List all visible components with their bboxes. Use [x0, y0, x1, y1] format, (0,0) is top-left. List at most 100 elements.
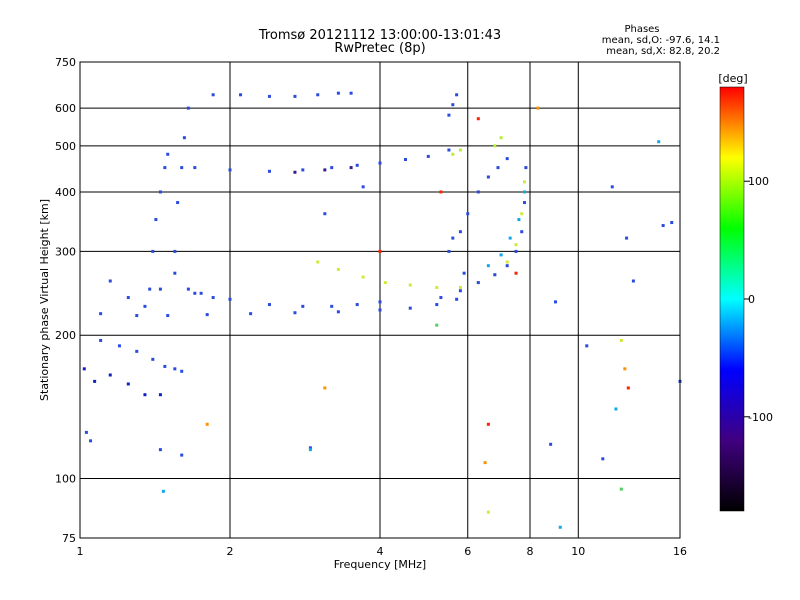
data-point	[293, 94, 297, 98]
data-point	[447, 249, 451, 253]
data-point	[82, 367, 86, 371]
colorbar-tick-label: -100	[748, 411, 773, 424]
data-point	[135, 314, 139, 318]
data-point	[486, 264, 490, 268]
data-point	[619, 338, 623, 342]
colorbar-ticks: 100 0 -100	[744, 175, 773, 424]
data-point	[458, 285, 462, 289]
data-point	[349, 166, 353, 170]
data-point	[670, 221, 674, 225]
data-point	[435, 303, 439, 307]
data-point	[661, 224, 665, 228]
data-point	[154, 218, 158, 222]
data-point	[158, 190, 162, 194]
data-point	[349, 91, 353, 95]
data-point	[439, 296, 443, 300]
data-point	[336, 267, 340, 271]
data-point	[180, 369, 184, 373]
data-point	[308, 448, 312, 452]
data-point	[316, 260, 320, 264]
y-tick-label: 300	[55, 245, 76, 258]
y-tick-label: 400	[55, 186, 76, 199]
data-point	[336, 310, 340, 314]
data-point	[462, 271, 466, 275]
data-point	[408, 306, 412, 310]
data-point	[558, 525, 562, 529]
data-point	[316, 93, 320, 97]
stats-x-mode: mean, sd,X: 82.8, 20.2	[606, 46, 720, 57]
x-tick-label: 2	[227, 545, 234, 558]
data-point	[493, 273, 497, 277]
data-point	[476, 190, 480, 194]
data-point	[108, 373, 112, 377]
data-point	[451, 152, 455, 156]
x-tick-label: 4	[377, 545, 384, 558]
data-point	[301, 168, 305, 172]
stats-o-mode: mean, sd,O: -97.6, 14.1	[602, 35, 720, 46]
data-point	[126, 296, 130, 300]
data-point	[180, 166, 184, 170]
data-point	[158, 287, 162, 291]
y-axis-label: Stationary phase Virtual Height [km]	[38, 199, 51, 401]
y-tick-label: 75	[62, 532, 76, 545]
data-point	[520, 230, 524, 234]
data-point	[466, 212, 470, 216]
data-point	[108, 279, 112, 283]
data-point	[623, 367, 627, 371]
data-point	[355, 163, 359, 167]
data-point	[193, 166, 197, 170]
plot-frame	[79, 61, 681, 539]
data-point	[143, 393, 147, 397]
data-point	[163, 364, 167, 368]
data-point	[308, 446, 312, 450]
data-point	[514, 243, 518, 247]
data-point	[625, 236, 629, 240]
data-point	[439, 190, 443, 194]
data-point	[486, 175, 490, 179]
data-point	[426, 154, 430, 158]
data-point	[323, 212, 327, 216]
data-point	[163, 166, 167, 170]
data-point	[435, 323, 439, 327]
chart-subtitle: RwPretec (8p)	[334, 41, 425, 56]
data-point	[135, 349, 139, 353]
data-point	[176, 201, 180, 205]
data-point	[408, 283, 412, 287]
data-point	[117, 344, 121, 348]
data-point	[483, 461, 487, 465]
data-point	[361, 275, 365, 279]
data-point	[330, 166, 334, 170]
data-point	[158, 393, 162, 397]
data-point	[89, 439, 93, 443]
data-point	[151, 249, 155, 253]
data-point	[505, 157, 509, 161]
data-point	[493, 144, 497, 148]
data-point	[657, 140, 661, 144]
x-axis-label: Frequency [MHz]	[334, 558, 426, 571]
data-point	[619, 487, 623, 491]
data-point	[523, 201, 527, 205]
data-point	[166, 314, 170, 318]
data-point	[330, 304, 334, 308]
data-point	[228, 168, 232, 172]
data-point	[378, 249, 382, 253]
data-point	[458, 289, 462, 293]
stats-header: Phases	[624, 24, 659, 35]
data-point	[614, 407, 618, 411]
data-point	[523, 180, 527, 184]
data-point	[180, 453, 184, 457]
data-point	[626, 386, 630, 390]
data-point	[323, 168, 327, 172]
data-point	[186, 287, 190, 291]
data-point	[267, 169, 271, 173]
data-point	[451, 236, 455, 240]
data-point	[601, 457, 605, 461]
data-point	[211, 296, 215, 300]
data-point	[383, 281, 387, 285]
data-point	[451, 103, 455, 107]
data-point	[549, 442, 553, 446]
data-point	[355, 303, 359, 307]
data-point	[435, 285, 439, 289]
x-tick-label: 8	[527, 545, 534, 558]
